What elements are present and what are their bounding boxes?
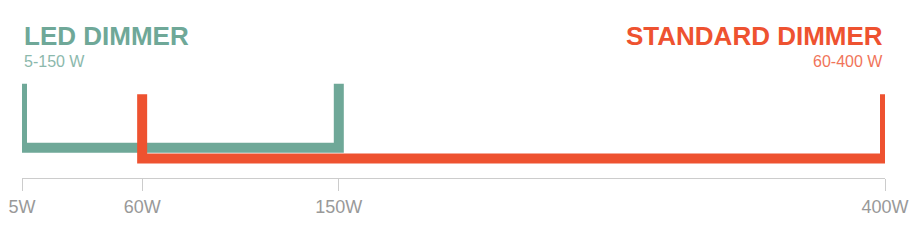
svg-text:60-400 W: 60-400 W — [813, 53, 883, 70]
svg-text:STANDARD DIMMER: STANDARD DIMMER — [626, 21, 883, 51]
svg-text:5-150 W: 5-150 W — [24, 53, 85, 70]
svg-text:400W: 400W — [861, 197, 908, 217]
svg-text:150W: 150W — [315, 197, 362, 217]
svg-text:60W: 60W — [124, 197, 161, 217]
svg-text:5W: 5W — [9, 197, 36, 217]
svg-text:LED DIMMER: LED DIMMER — [24, 21, 189, 51]
